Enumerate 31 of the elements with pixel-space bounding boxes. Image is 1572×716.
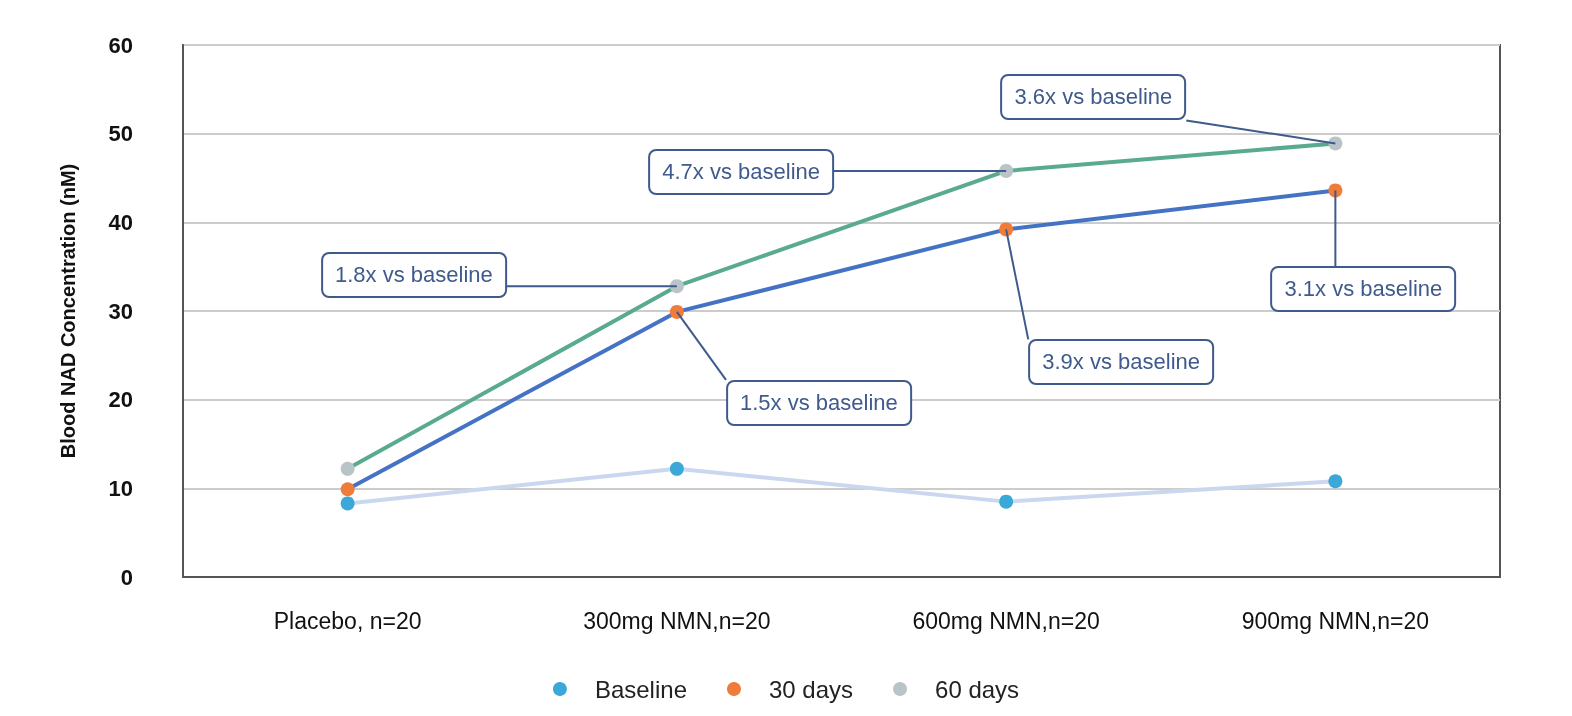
annotation: 3.6x vs baseline bbox=[1000, 74, 1187, 121]
y-tick-label: 40 bbox=[108, 209, 133, 235]
point bbox=[999, 494, 1014, 509]
legend-label: 60 days bbox=[935, 675, 1020, 703]
point bbox=[669, 279, 684, 294]
y-tick-label: 30 bbox=[108, 298, 133, 324]
y-axis-title: Blood NAD Concentration (nM) bbox=[57, 163, 79, 459]
y-tick-label: 60 bbox=[108, 32, 133, 58]
legend-label: Baseline bbox=[594, 675, 687, 703]
x-tick-label: 600mg NMN,n=20 bbox=[912, 607, 1100, 634]
legend-label: 30 days bbox=[768, 675, 854, 703]
x-tick-label: 300mg NMN,n=20 bbox=[583, 607, 771, 634]
point bbox=[340, 461, 355, 476]
point bbox=[669, 304, 684, 319]
y-tick-label: 10 bbox=[108, 475, 133, 501]
y-tick-label: 0 bbox=[120, 564, 133, 590]
point bbox=[340, 496, 355, 511]
y-tick-label: 50 bbox=[108, 121, 133, 147]
point bbox=[999, 163, 1014, 178]
point bbox=[999, 222, 1014, 237]
point bbox=[340, 482, 355, 497]
x-tick-label: 900mg NMN,n=20 bbox=[1241, 607, 1430, 634]
x-tick-label: Placebo, n=20 bbox=[273, 607, 422, 634]
point bbox=[669, 461, 684, 476]
annotation: 3.9x vs baseline bbox=[1028, 339, 1215, 386]
annotation: 1.8x vs baseline bbox=[320, 252, 507, 299]
annotation: 3.1x vs baseline bbox=[1270, 266, 1457, 313]
annotation: 1.5x vs baseline bbox=[725, 379, 912, 426]
annotation: 4.7x vs baseline bbox=[648, 148, 835, 195]
point bbox=[1328, 474, 1343, 489]
y-tick-label: 20 bbox=[108, 387, 133, 413]
